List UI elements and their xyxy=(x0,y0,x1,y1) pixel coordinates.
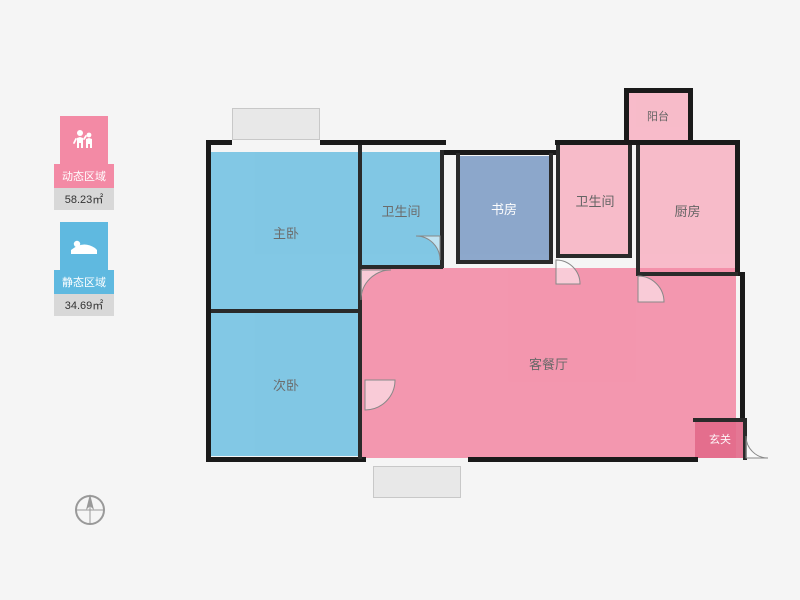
sleep-icon xyxy=(60,222,108,270)
label-balcony: 阳台 xyxy=(647,108,669,124)
balcony-slab-top xyxy=(232,108,320,140)
room-second-bedroom: 次卧 xyxy=(211,312,361,456)
balcony-slab-bottom xyxy=(373,466,461,498)
wall xyxy=(320,140,446,145)
wall xyxy=(361,265,443,269)
wall xyxy=(468,457,698,462)
room-entrance: 玄关 xyxy=(695,420,745,458)
label-bathroom-1: 卫生间 xyxy=(381,201,420,220)
people-icon xyxy=(60,116,108,164)
label-master-bedroom: 主卧 xyxy=(273,223,299,242)
legend-static-zone: 静态区域 34.69㎡ xyxy=(54,222,114,316)
wall xyxy=(440,150,444,268)
label-study: 书房 xyxy=(491,199,517,218)
label-living-dining: 客餐厅 xyxy=(529,354,568,373)
room-master-bedroom: 主卧 xyxy=(211,152,361,312)
wall xyxy=(556,145,560,257)
legend-dynamic-zone: 动态区域 58.23㎡ xyxy=(54,116,114,210)
room-study: 书房 xyxy=(459,156,549,260)
wall xyxy=(206,140,211,462)
room-living-dining: 客餐厅 xyxy=(361,268,736,458)
legend-dynamic-label: 动态区域 xyxy=(54,164,114,188)
room-kitchen: 厨房 xyxy=(640,145,735,275)
label-second-bedroom: 次卧 xyxy=(273,375,299,394)
legend-static-label: 静态区域 xyxy=(54,270,114,294)
wall xyxy=(456,153,460,263)
room-bathroom-1: 卫生间 xyxy=(361,152,441,268)
wall xyxy=(206,140,232,145)
wall xyxy=(624,88,629,144)
legend-dynamic-value: 58.23㎡ xyxy=(54,188,114,210)
wall xyxy=(743,418,747,460)
wall xyxy=(693,418,745,422)
room-balcony: 阳台 xyxy=(628,92,688,140)
wall xyxy=(555,140,740,145)
label-entrance: 玄关 xyxy=(709,431,731,447)
floorplan-canvas: 动态区域 58.23㎡ 静态区域 34.69㎡ 主卧 次卧 卫生间 书房 卫生间 xyxy=(0,0,800,600)
wall xyxy=(456,260,553,264)
wall xyxy=(358,145,362,459)
label-bathroom-2: 卫生间 xyxy=(575,191,614,210)
room-bathroom-2: 卫生间 xyxy=(560,145,630,255)
wall xyxy=(211,309,361,313)
wall xyxy=(628,145,632,257)
compass-icon xyxy=(70,490,110,535)
wall xyxy=(636,272,738,276)
wall xyxy=(688,88,693,144)
wall xyxy=(735,140,740,276)
wall xyxy=(556,254,632,258)
label-kitchen: 厨房 xyxy=(674,201,700,220)
wall xyxy=(636,145,640,275)
legend-static-value: 34.69㎡ xyxy=(54,294,114,316)
wall xyxy=(549,153,553,263)
wall xyxy=(740,272,745,422)
wall xyxy=(624,88,692,93)
wall xyxy=(206,457,366,462)
